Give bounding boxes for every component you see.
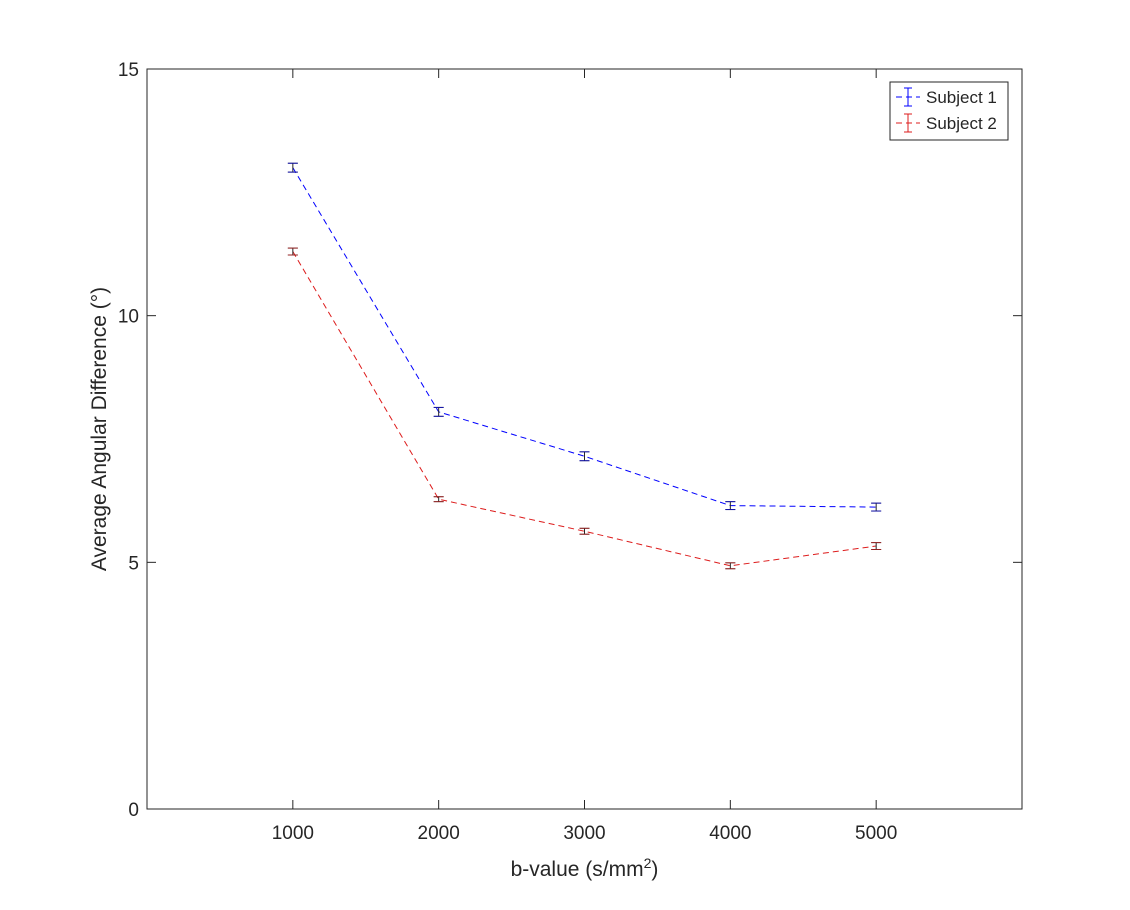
error-bar: [871, 502, 882, 512]
plot-area: [146, 68, 1023, 810]
error-bar: [433, 496, 444, 503]
error-bar: [579, 451, 590, 462]
legend-item: Subject 2: [896, 113, 997, 133]
legend-label: Subject 1: [926, 88, 997, 107]
error-bar: [725, 562, 736, 570]
error-bar: [725, 501, 736, 511]
x-tick-label: 2000: [418, 823, 460, 844]
legend: Subject 1 Subject 2: [889, 81, 1009, 141]
x-axis-ticks: 1000 2000 3000 4000 5000: [272, 69, 897, 844]
legend-box: [889, 81, 1009, 141]
x-axis-label: b-value (s/mm2): [511, 855, 659, 881]
y-axis-ticks: 0 5 10 15: [118, 60, 1022, 821]
y-tick-label: 5: [128, 553, 139, 574]
legend-item: Subject 1: [896, 87, 997, 107]
error-bar: [287, 162, 298, 173]
y-tick-label: 15: [118, 60, 139, 81]
legend-label: Subject 2: [926, 114, 997, 133]
series-layer: [287, 162, 882, 570]
error-bar: [579, 527, 590, 535]
x-tick-label: 3000: [563, 823, 605, 844]
series-2: [287, 247, 882, 570]
series-1: [287, 162, 882, 512]
error-bar: [287, 247, 298, 256]
y-tick-label: 10: [118, 307, 139, 328]
y-axis-label: Average Angular Difference (°): [88, 287, 111, 571]
series-line: [292, 251, 877, 567]
x-tick-label: 1000: [272, 823, 314, 844]
y-tick-label: 0: [128, 800, 139, 821]
error-bar: [871, 542, 882, 551]
x-tick-label: 4000: [709, 823, 751, 844]
error-bar: [433, 406, 444, 417]
x-tick-label: 5000: [855, 823, 897, 844]
